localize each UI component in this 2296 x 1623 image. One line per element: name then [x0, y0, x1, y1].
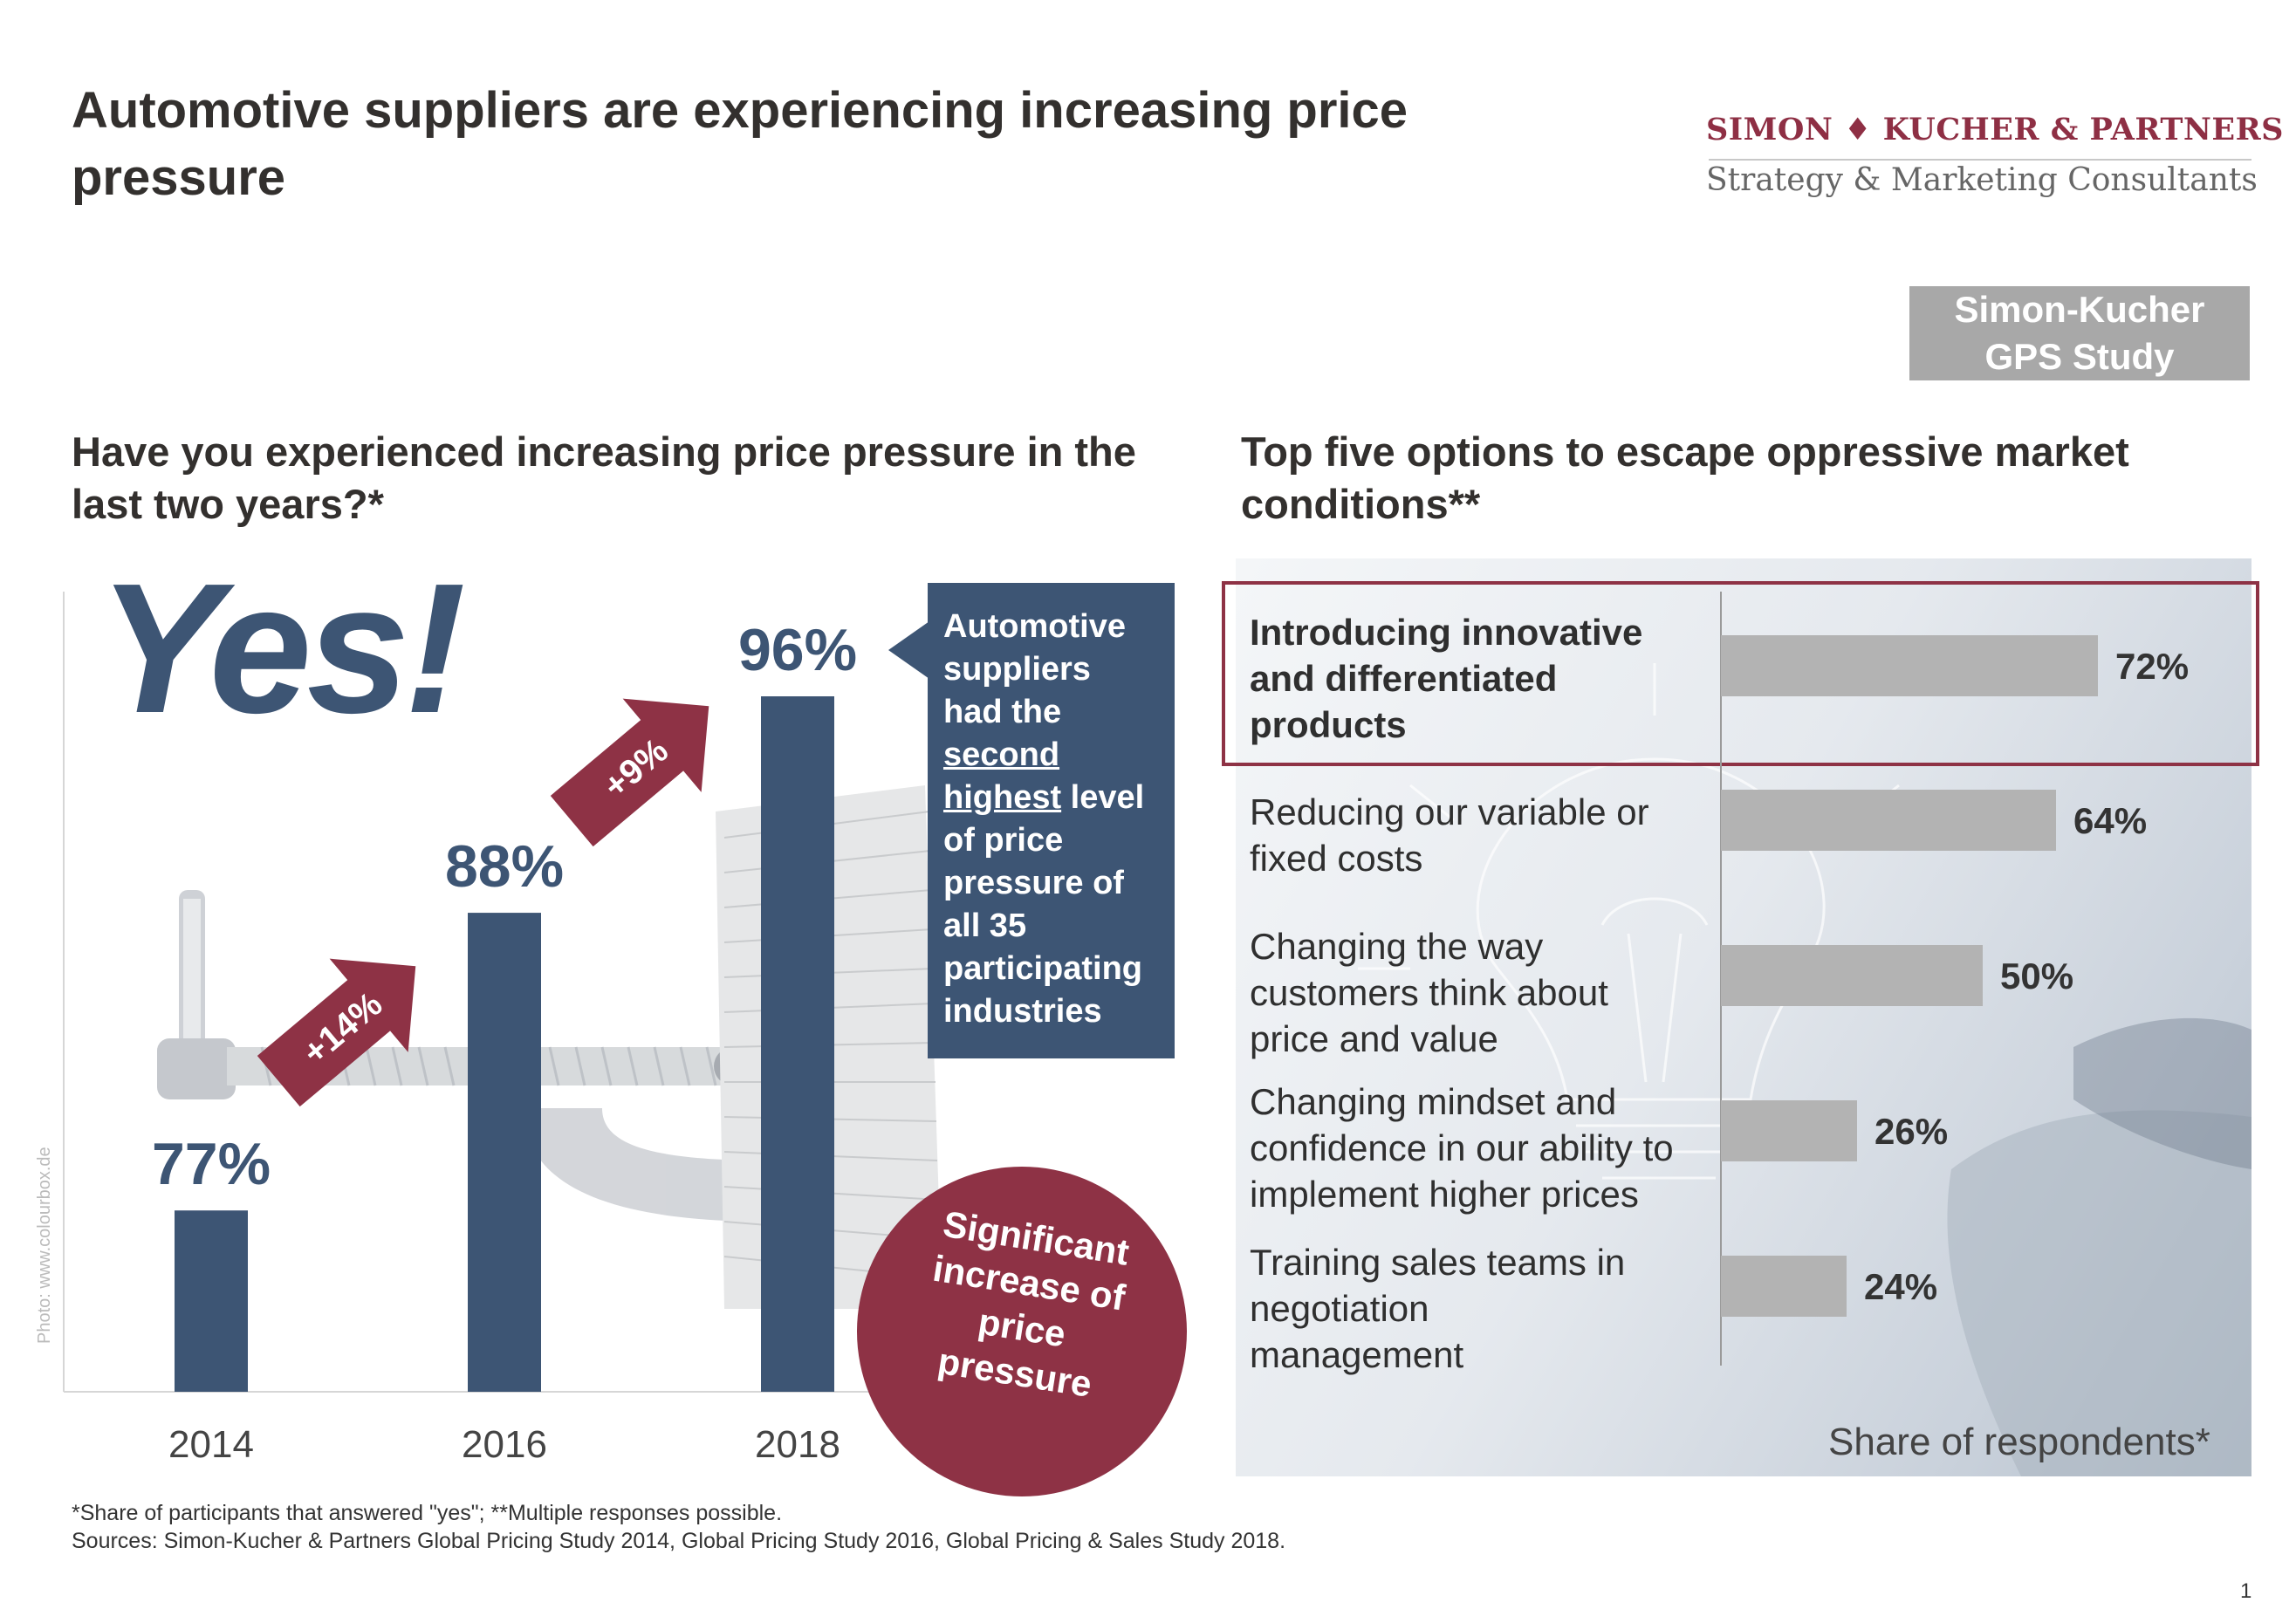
- option-label: Changing mindset and confidence in our ab…: [1250, 1079, 1721, 1217]
- note-line: Automotive: [943, 608, 1126, 645]
- callout-note: Automotive suppliers had the second high…: [928, 583, 1175, 1058]
- note-line: suppliers: [943, 651, 1091, 688]
- x-tick-label: 2014: [168, 1423, 254, 1466]
- note-line: of price: [943, 822, 1064, 859]
- x-tick-label: 2016: [462, 1423, 547, 1466]
- note-line: participating: [943, 950, 1143, 987]
- footnote: *Share of participants that answered "ye…: [72, 1501, 783, 1525]
- right-question-title: Top five options to escape oppressive ma…: [1241, 428, 2129, 527]
- note-emphasis: highest: [943, 779, 1062, 816]
- option-bar: [1721, 945, 1983, 1006]
- company-logo-tagline: Strategy & Marketing Consultants: [1706, 162, 2258, 198]
- option-label: Introducing innovative and differentiated…: [1250, 609, 1721, 748]
- option-bar: [1721, 1100, 1857, 1161]
- option-value-label: 26%: [1874, 1111, 1948, 1152]
- option-label-line: Reducing our variable or: [1250, 791, 1649, 832]
- option-value-label: 64%: [2073, 800, 2147, 841]
- note-emphasis: second: [943, 736, 1060, 773]
- photo-credit: Photo: www.colourbox.de: [35, 1147, 54, 1344]
- sources: Sources: Simon-Kucher & Partners Global …: [72, 1529, 1286, 1553]
- highlight-frame: [1222, 581, 2259, 766]
- note-line: had the: [943, 694, 1062, 730]
- yes-label: Yes!: [98, 544, 466, 751]
- options-panel-background: [1236, 558, 2251, 1476]
- note-line: industries: [943, 993, 1102, 1030]
- option-label-line: fixed costs: [1250, 838, 1423, 879]
- option-label-line: customers think about: [1250, 972, 1608, 1013]
- option-label-line: implement higher prices: [1250, 1174, 1639, 1215]
- option-label-line: Training sales teams in: [1250, 1242, 1626, 1283]
- option-label: Changing the way customers think about pri…: [1250, 923, 1721, 1062]
- bar-value-label: 77%: [152, 1131, 271, 1197]
- logo-divider: [1709, 159, 2251, 161]
- option-label-line: Changing the way: [1250, 926, 1544, 967]
- note-line: all 35: [943, 907, 1027, 944]
- note-line: second: [943, 734, 1175, 777]
- option-value-label: 72%: [2115, 646, 2189, 687]
- bar-2016: [468, 913, 541, 1392]
- arrow-shape: [257, 958, 416, 1107]
- option-label: Reducing our variable or fixed costs: [1250, 789, 1721, 881]
- page-title: Automotive suppliers are experiencing in…: [72, 82, 1408, 206]
- arrow-shape: [550, 698, 709, 847]
- option-label-line: negotiation: [1250, 1288, 1429, 1329]
- company-logo-name: SIMON ♦ KUCHER & PARTNERS: [1706, 112, 2284, 147]
- option-label-line: and differentiated: [1250, 658, 1558, 699]
- page-number: 1: [2240, 1579, 2252, 1603]
- right-chart-axis-caption: Share of respondents*: [1828, 1421, 2210, 1463]
- note-line: highest level: [943, 777, 1175, 819]
- option-label-line: management: [1250, 1334, 1464, 1375]
- left-question-title: Have you experienced increasing price pr…: [72, 428, 1136, 527]
- option-bar: [1721, 635, 2098, 696]
- study-badge-line-2: GPS Study: [1984, 336, 2175, 377]
- option-value-label: 24%: [1864, 1266, 1937, 1307]
- study-badge: Simon-Kucher GPS Study: [1909, 286, 2250, 380]
- callout-pointer: [888, 621, 929, 679]
- option-value-label: 50%: [2000, 955, 2073, 996]
- study-badge-line-1: Simon-Kucher: [1954, 289, 2205, 330]
- bar-2018: [761, 696, 834, 1392]
- option-bar: [1721, 1256, 1847, 1317]
- bar-value-label: 96%: [738, 617, 857, 683]
- bar-2014: [175, 1210, 248, 1392]
- change-arrow: +9%: [550, 698, 709, 847]
- option-bar: [1721, 790, 2056, 851]
- note-line-rest: level: [1061, 779, 1145, 816]
- option-label-line: Changing mindset and: [1250, 1081, 1617, 1122]
- note-line: pressure of: [943, 865, 1124, 901]
- change-arrow: +14%: [257, 958, 416, 1107]
- option-label-line: products: [1250, 704, 1407, 745]
- x-tick-label: 2018: [755, 1423, 840, 1466]
- option-label-line: Introducing innovative: [1250, 612, 1643, 653]
- option-label: Training sales teams in negotiation manage…: [1250, 1239, 1721, 1378]
- option-label-line: confidence in our ability to: [1250, 1127, 1674, 1168]
- significant-increase-badge: [857, 1167, 1187, 1496]
- option-label-line: price and value: [1250, 1018, 1498, 1059]
- bar-value-label: 88%: [445, 833, 564, 900]
